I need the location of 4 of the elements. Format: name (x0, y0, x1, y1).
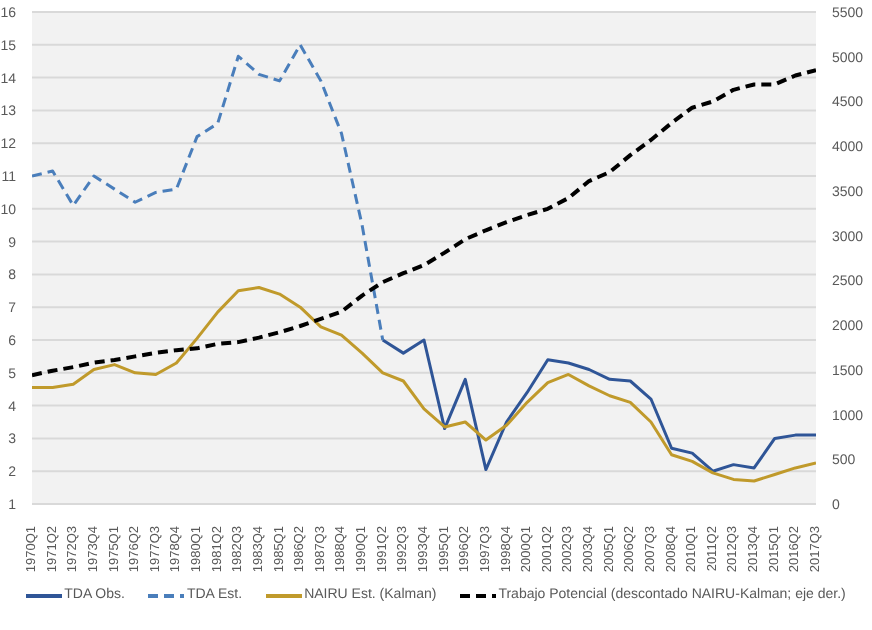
line-series (32, 286, 816, 483)
line-series (32, 43, 385, 342)
line-series (381, 338, 816, 473)
line-series (32, 68, 816, 378)
